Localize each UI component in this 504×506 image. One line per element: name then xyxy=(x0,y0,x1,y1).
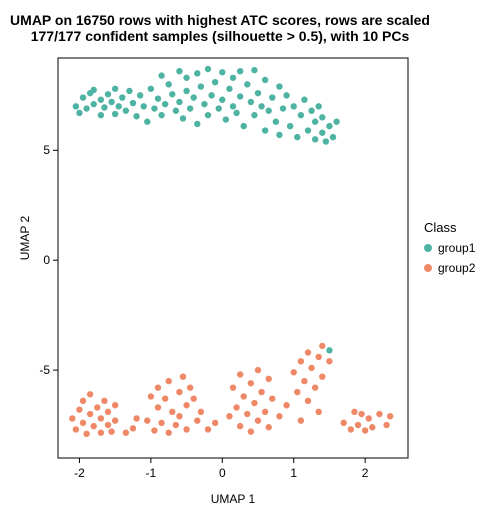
legend-label: group1 xyxy=(438,241,475,255)
legend-item: group1 xyxy=(424,241,475,255)
legend-item: group2 xyxy=(424,261,475,275)
legend-label: group2 xyxy=(438,261,475,275)
x-tick-label: 1 xyxy=(290,466,297,480)
legend-dot-icon xyxy=(424,264,432,272)
x-tick-label: -2 xyxy=(74,466,85,480)
x-tick-label: 0 xyxy=(219,466,226,480)
legend-dot-icon xyxy=(424,244,432,252)
y-axis-label: UMAP 2 xyxy=(18,188,32,288)
legend: Class group1 group2 xyxy=(424,220,475,275)
legend-title: Class xyxy=(424,220,475,235)
y-tick-label: 0 xyxy=(28,253,50,267)
y-tick-label: 5 xyxy=(28,143,50,157)
y-tick-label: -5 xyxy=(28,363,50,377)
x-tick-label: -1 xyxy=(146,466,157,480)
x-tick-label: 2 xyxy=(362,466,369,480)
